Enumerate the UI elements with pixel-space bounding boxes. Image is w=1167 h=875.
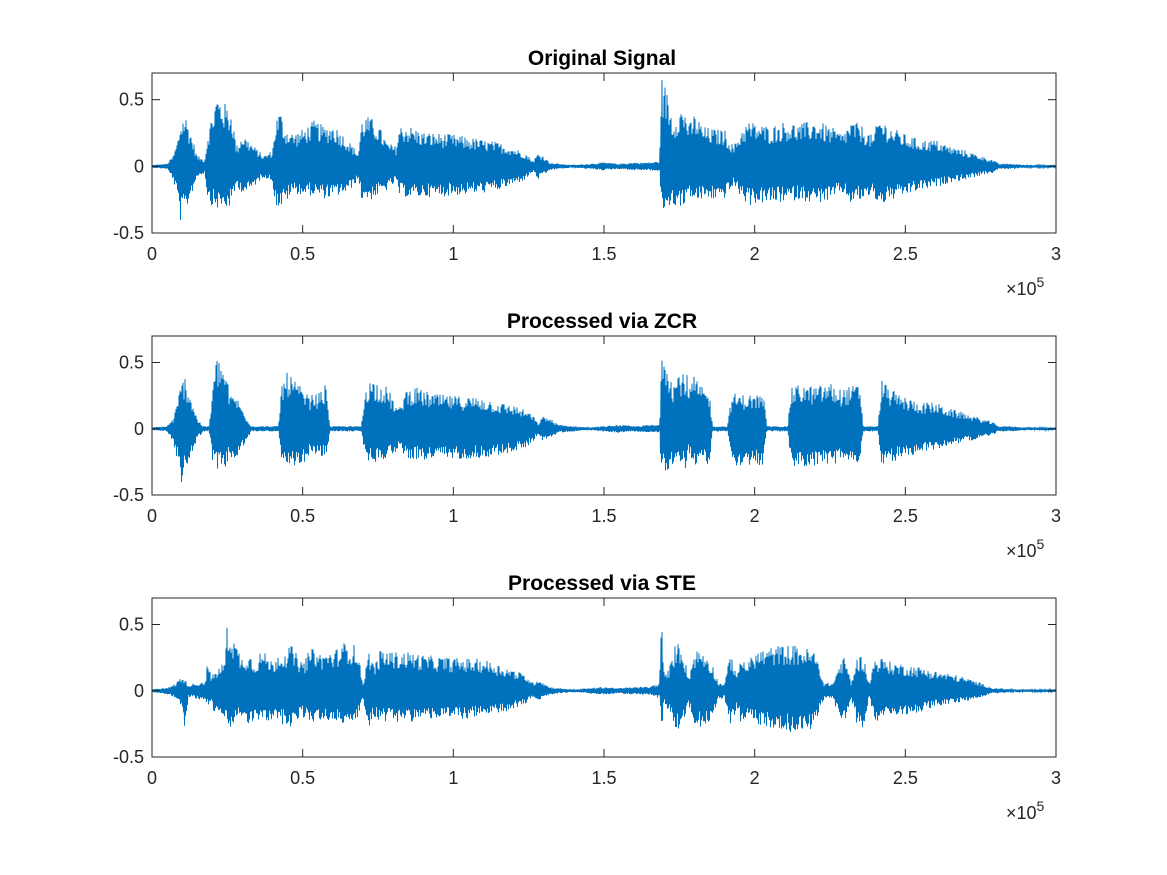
chart-title: Processed via STE [508,572,696,595]
y-tick-label: 0.5 [119,90,144,110]
x-tick-label: 1 [448,506,458,526]
x-tick-label: 2 [750,768,760,788]
waveform-series [152,627,1056,732]
y-tick-label: 0 [134,681,144,701]
x-tick-label: 1.5 [591,244,616,264]
x-tick-label: 1 [448,244,458,264]
y-tick-label: 0.5 [119,353,144,373]
y-tick-label: 0.5 [119,615,144,635]
x-exponent-label: ×105 [1006,274,1045,299]
x-exponent-label: ×105 [1006,536,1045,561]
x-tick-label: 2 [750,506,760,526]
x-tick-label: 0.5 [290,768,315,788]
x-tick-label: 1.5 [591,768,616,788]
x-tick-label: 0.5 [290,244,315,264]
x-tick-label: 0.5 [290,506,315,526]
x-tick-label: 2 [750,244,760,264]
y-tick-label: -0.5 [113,485,144,505]
chart-title: Original Signal [528,47,676,70]
x-tick-label: 2.5 [893,244,918,264]
y-tick-label: 0 [134,156,144,176]
x-tick-label: 2.5 [893,506,918,526]
x-tick-label: 3 [1051,768,1061,788]
chart-title: Processed via ZCR [507,310,697,333]
x-tick-label: 0 [147,768,157,788]
x-tick-label: 3 [1051,506,1061,526]
x-tick-label: 1.5 [591,506,616,526]
y-tick-label: 0 [134,419,144,439]
x-tick-label: 0 [147,506,157,526]
x-exponent-label: ×105 [1006,798,1045,823]
x-tick-label: 2.5 [893,768,918,788]
waveform-series [152,360,1056,482]
y-tick-label: -0.5 [113,747,144,767]
x-tick-label: 1 [448,768,458,788]
waveform-series [152,80,1056,221]
x-tick-label: 3 [1051,244,1061,264]
x-tick-label: 0 [147,244,157,264]
y-tick-label: -0.5 [113,223,144,243]
